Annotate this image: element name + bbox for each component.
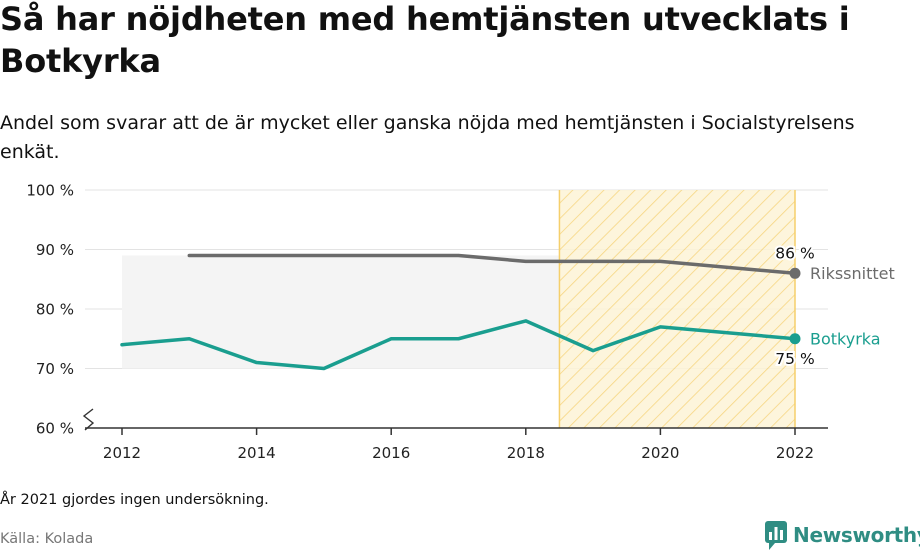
chart-subtitle: Andel som svarar att de är mycket eller … [0, 112, 855, 163]
series-label-botkyrka: Botkyrka [810, 329, 881, 348]
x-tick-label: 2014 [238, 444, 276, 462]
series-label-rikssnittet: Rikssnittet [810, 264, 895, 283]
data-label-rikssnittet: 86 % [775, 244, 814, 262]
highlight-region [559, 190, 795, 428]
series-line-rikssnittet [187, 253, 797, 276]
series-line-botkyrka [120, 319, 797, 371]
bar-chart-logo-icon [765, 521, 787, 550]
chart-title: Så har nöjdheten med hemtjänsten utveckl… [0, 0, 850, 80]
comparison-band [122, 255, 560, 369]
data-label-botkyrka: 75 % [775, 350, 814, 368]
x-tick-label: 2020 [641, 444, 679, 462]
y-tick-label: 70 % [36, 360, 74, 378]
x-tick-label: 2012 [103, 444, 141, 462]
axis-break-icon [82, 408, 95, 431]
y-tick-label: 60 % [36, 420, 74, 438]
brand-name: Newsworthy [793, 523, 920, 547]
end-point-rikssnittet [789, 267, 801, 279]
x-tick-label: 2018 [507, 444, 545, 462]
footnote: År 2021 gjordes ingen undersökning. [0, 492, 269, 508]
end-point-botkyrka [789, 333, 801, 345]
line-chart: 60 % 70 % 80 % 90 % 100 % 2012 2014 2016 2018 202… [26, 182, 895, 463]
x-tick-label: 2022 [776, 444, 814, 462]
y-tick-label: 100 % [26, 182, 74, 200]
y-tick-label: 80 % [36, 301, 74, 319]
source-note: Källa: Kolada [0, 531, 94, 547]
x-tick-label: 2016 [372, 444, 410, 462]
y-tick-label: 90 % [36, 241, 74, 259]
newsworthy-logo: Newsworthy [765, 519, 920, 551]
